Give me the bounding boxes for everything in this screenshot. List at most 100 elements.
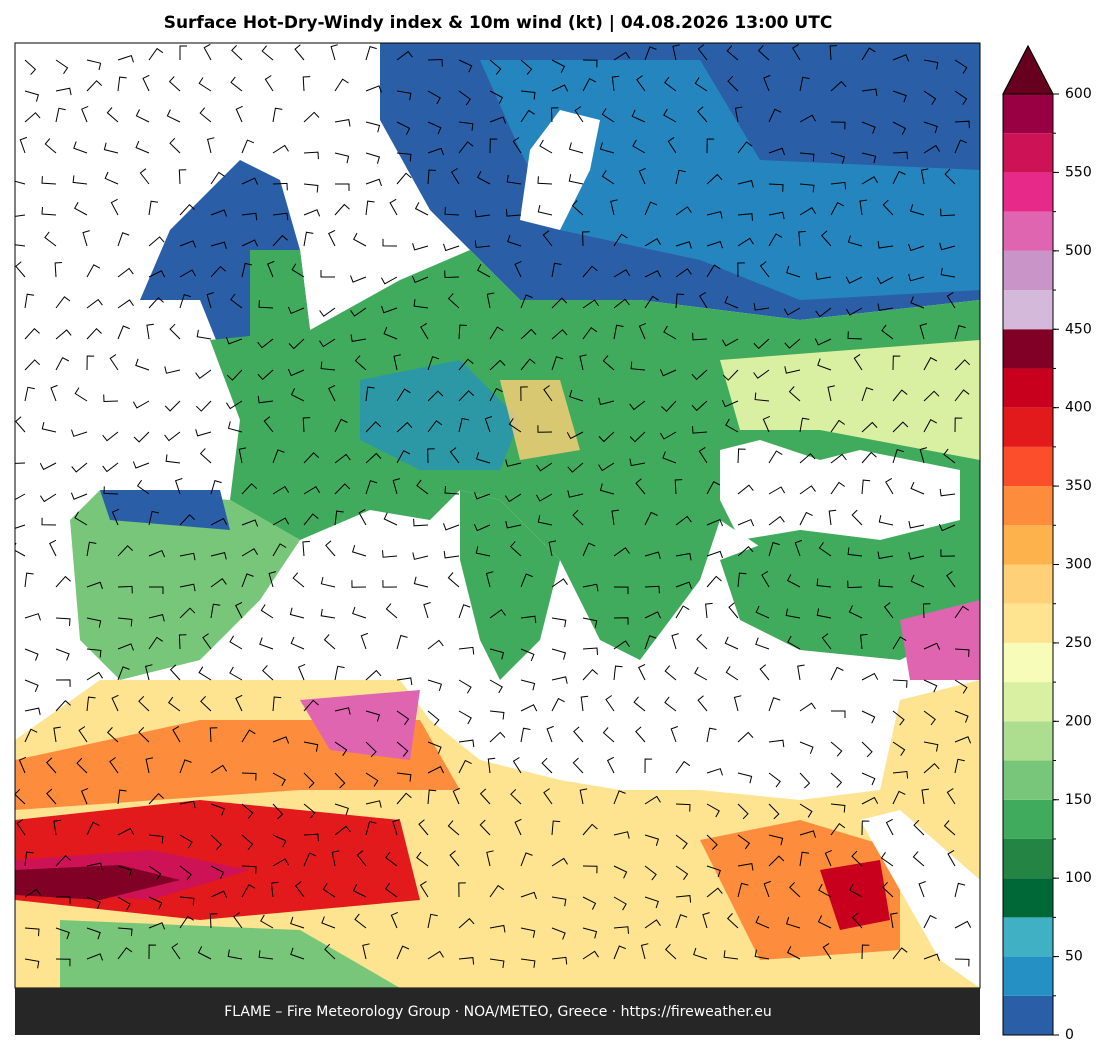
wind-barb [520, 615, 537, 624]
red-sea [860, 810, 980, 988]
wind-barb [675, 293, 685, 309]
wind-barb [365, 85, 382, 93]
wind-barb [135, 140, 150, 154]
wind-barb [768, 450, 783, 464]
wind-barb [507, 234, 522, 247]
wind-barb [74, 511, 88, 526]
wind-barb [721, 338, 739, 347]
wind-barb [55, 854, 72, 867]
wind-barb [644, 46, 657, 61]
wind-barb [705, 602, 713, 619]
wind-barb [133, 431, 150, 443]
colorbar-bin [1003, 956, 1053, 996]
wind-barb [149, 586, 164, 594]
wind-barb [757, 45, 770, 61]
wind-barb [675, 760, 691, 774]
wind-barb [768, 541, 780, 557]
wind-barb [885, 477, 894, 495]
wind-barb [582, 583, 599, 592]
wind-barb [582, 950, 599, 960]
wind-barb [179, 583, 196, 592]
wind-barb [754, 949, 770, 960]
wind-barb [820, 230, 832, 247]
wind-barb [876, 276, 894, 285]
wind-barb [885, 818, 894, 836]
wind-barb [117, 267, 134, 278]
wind-barb [638, 167, 646, 185]
wind-barb [210, 577, 227, 588]
wind-barb [520, 891, 537, 900]
wind-barb [458, 59, 473, 73]
wind-barb [506, 174, 522, 185]
wind-barb [551, 617, 567, 628]
wind-barb [546, 725, 554, 743]
wind-barb [328, 384, 336, 402]
wind-barb [148, 613, 165, 622]
wind-barb [753, 303, 770, 311]
wind-barb [427, 950, 444, 960]
wind-barb [350, 334, 367, 342]
wind-barb [785, 916, 801, 929]
wind-barb [954, 882, 966, 898]
wind-barb [474, 240, 491, 249]
wind-barb [179, 514, 196, 526]
wind-barb [644, 270, 662, 278]
wind-barb [613, 51, 631, 61]
wind-barb [946, 788, 956, 805]
wind-barb [706, 211, 723, 219]
wind-barb [551, 578, 568, 588]
wind-barb [954, 90, 968, 105]
wind-barb [15, 462, 26, 464]
wind-barb [458, 324, 467, 340]
wind-barb [18, 756, 27, 774]
wind-barb [44, 138, 57, 154]
wind-barb [290, 388, 305, 402]
wind-barb [786, 265, 801, 278]
wind-barb [172, 725, 181, 743]
wind-barb [86, 581, 103, 590]
wind-barb [520, 328, 537, 340]
wind-barb [350, 275, 367, 283]
wind-barb [861, 421, 878, 433]
wind-barb [55, 896, 71, 904]
wind-barb [920, 168, 929, 185]
wind-barb [164, 400, 181, 412]
wind-barb [691, 369, 708, 381]
wind-barb [41, 421, 57, 433]
wind-barb [24, 728, 38, 743]
wind-barb [39, 493, 57, 503]
wind-barb [146, 323, 154, 340]
wind-barb [847, 235, 863, 247]
wind-barb [396, 388, 411, 402]
wind-barb [109, 354, 119, 371]
wind-barb [210, 241, 227, 249]
wind-barb [15, 542, 26, 557]
wind-barb [261, 45, 274, 61]
wind-barb [799, 830, 816, 838]
wind-barb [392, 478, 401, 495]
wind-barb [726, 45, 739, 61]
wind-barb [303, 513, 319, 526]
wind-barb [768, 211, 785, 220]
colorbar-bin [1003, 486, 1053, 526]
wind-barb [210, 890, 228, 898]
colorbar-bin [1003, 564, 1053, 604]
wind-barb [334, 78, 349, 92]
wind-barb [381, 305, 398, 314]
wind-barb [923, 357, 938, 371]
wind-barb [861, 796, 879, 805]
wind-barb [55, 575, 71, 588]
wind-barb [474, 492, 491, 500]
wind-barb [148, 47, 164, 61]
wind-barb [737, 237, 754, 247]
wind-barb [613, 617, 629, 625]
africa-darkred [15, 865, 180, 900]
wind-barb [860, 633, 868, 650]
wind-barb [724, 295, 739, 309]
wind-barb [954, 605, 969, 619]
wind-barb [15, 180, 26, 185]
wind-barb [24, 707, 41, 716]
wind-barb [598, 431, 615, 443]
wind-barb [892, 54, 910, 62]
wind-barb [631, 109, 646, 123]
